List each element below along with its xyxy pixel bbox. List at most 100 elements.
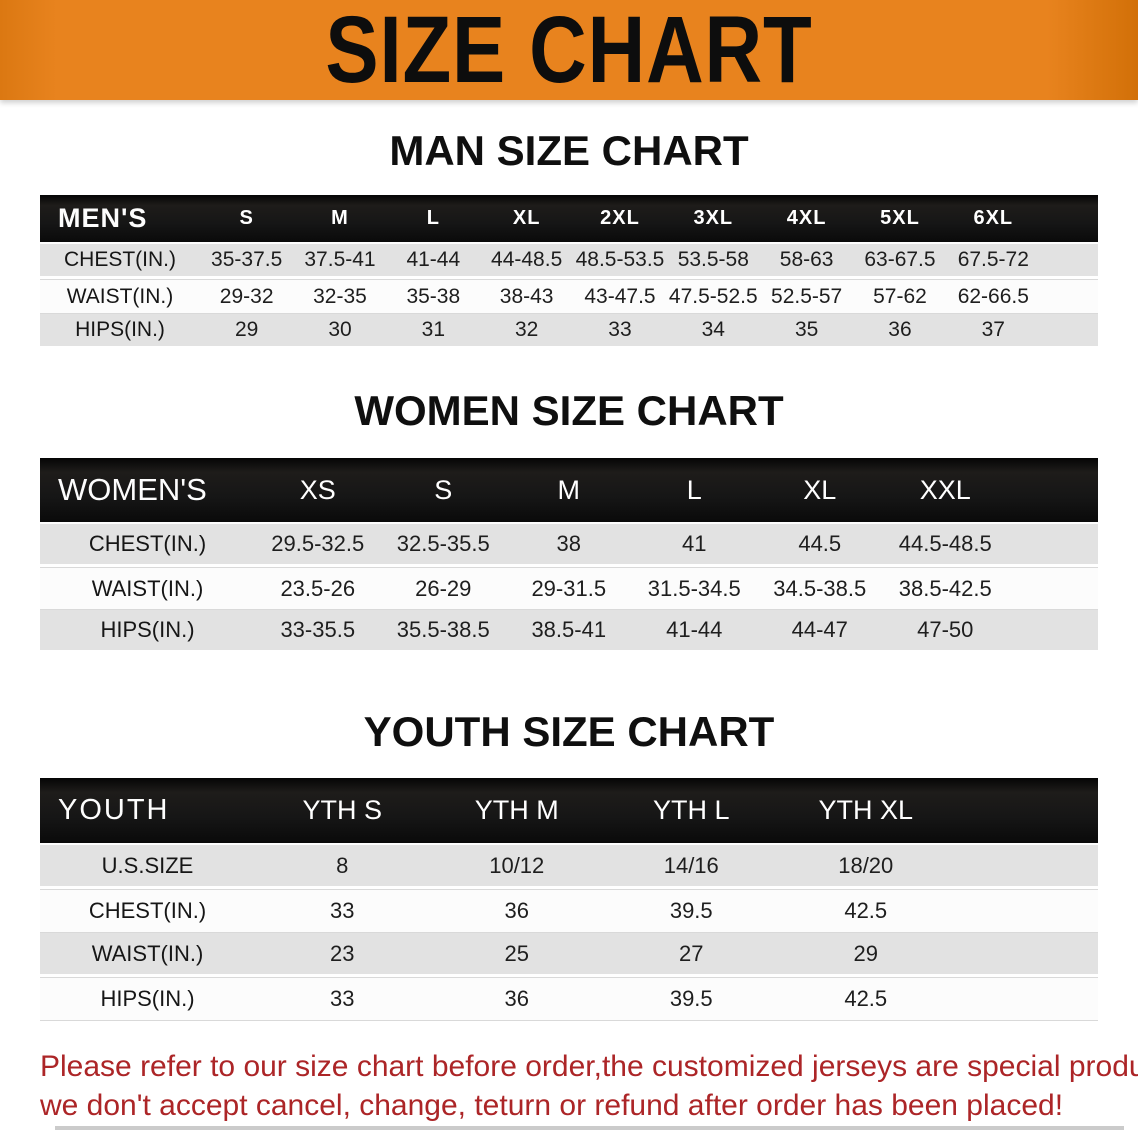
size-value: 14/16 xyxy=(604,845,779,889)
size-value: 44-47 xyxy=(757,610,883,653)
women-size-table: WOMEN'S XS S M L XL XXL CHEST(IN.) 29.5-32.5 32.5… xyxy=(40,458,1098,653)
size-value: 25 xyxy=(429,933,604,977)
size-value: 29-32 xyxy=(200,279,294,314)
table-row: CHEST(IN.) 29.5-32.5 32.5-35.5 38 41 44.5 44.5… xyxy=(40,524,1098,567)
disclaimer-note: Please refer to our size chart before or… xyxy=(40,1047,1138,1125)
youth-section: YOUTH SIZE CHART YOUTH YTH S YTH M YTH L YTH… xyxy=(0,708,1138,1021)
column-header: YTH L xyxy=(604,778,779,845)
size-value: 44.5-48.5 xyxy=(882,524,1008,567)
size-value: 47.5-52.5 xyxy=(666,279,760,314)
size-value: 33 xyxy=(255,977,430,1021)
disclaimer-line-1: Please refer to our size chart before or… xyxy=(40,1050,1138,1083)
column-header: 4XL xyxy=(759,195,854,244)
size-value: 32 xyxy=(479,314,574,349)
size-value: 36 xyxy=(853,314,947,349)
men-section: MAN SIZE CHART MEN'S S M L XL 2XL 3XL 4XL 5XL 6XL… xyxy=(0,127,1138,349)
table-row: WAIST(IN.) 23.5-26 26-29 29-31.5 31.5-34.5 34… xyxy=(40,567,1098,610)
table-row: HIPS(IN.) 29 30 31 32 33 34 35 36 37 xyxy=(40,314,1098,349)
spacer-cell xyxy=(1008,567,1098,610)
men-section-heading: MAN SIZE CHART xyxy=(389,127,749,174)
size-value: 10/12 xyxy=(429,845,604,889)
size-value: 23.5-26 xyxy=(255,567,381,610)
column-header: XS xyxy=(255,458,381,524)
spacer-cell xyxy=(1040,314,1098,349)
column-header: 5XL xyxy=(853,195,947,244)
size-value: 39.5 xyxy=(604,889,779,933)
spacer-cell xyxy=(1008,524,1098,567)
size-value: 18/20 xyxy=(778,845,953,889)
size-value: 41-44 xyxy=(386,244,480,279)
spacer-cell xyxy=(1008,458,1098,524)
spacer-cell xyxy=(953,889,1098,933)
youth-size-table: YOUTH YTH S YTH M YTH L YTH XL U.S.SIZE 8 10/12… xyxy=(40,778,1098,1021)
row-label: WAIST(IN.) xyxy=(40,567,255,610)
row-label: WAIST(IN.) xyxy=(40,933,255,977)
men-size-table: MEN'S S M L XL 2XL 3XL 4XL 5XL 6XL CHEST(IN.) 35-37… xyxy=(40,195,1098,349)
size-value: 34 xyxy=(666,314,760,349)
row-label: HIPS(IN.) xyxy=(40,314,200,349)
size-value: 8 xyxy=(255,845,430,889)
size-value: 31 xyxy=(386,314,480,349)
size-value: 38 xyxy=(506,524,632,567)
column-header: XXL xyxy=(882,458,1008,524)
size-value: 30 xyxy=(293,314,387,349)
size-value: 35-38 xyxy=(386,279,480,314)
column-header: M xyxy=(293,195,387,244)
size-value: 33 xyxy=(573,314,667,349)
table-row: CHEST(IN.) 35-37.5 37.5-41 41-44 44-48.5 48.5… xyxy=(40,244,1098,279)
bottom-divider xyxy=(55,1126,1124,1130)
size-value: 35 xyxy=(759,314,854,349)
column-header: 6XL xyxy=(946,195,1040,244)
column-header: L xyxy=(386,195,480,244)
size-value: 36 xyxy=(429,977,604,1021)
size-value: 42.5 xyxy=(778,977,953,1021)
size-value: 33-35.5 xyxy=(255,610,381,653)
youth-section-heading: YOUTH SIZE CHART xyxy=(363,708,775,755)
spacer-cell xyxy=(953,845,1098,889)
size-value: 33 xyxy=(255,889,430,933)
size-value: 47-50 xyxy=(882,610,1008,653)
corner-label: YOUTH xyxy=(40,778,255,845)
spacer-cell xyxy=(1008,610,1098,653)
table-row: HIPS(IN.) 33-35.5 35.5-38.5 38.5-41 41-44 44-… xyxy=(40,610,1098,653)
size-value: 42.5 xyxy=(778,889,953,933)
banner-title: SIZE CHART xyxy=(325,0,813,100)
size-value: 57-62 xyxy=(853,279,947,314)
size-value: 32.5-35.5 xyxy=(380,524,506,567)
size-value: 41 xyxy=(631,524,757,567)
spacer-cell xyxy=(1040,279,1098,314)
size-value: 58-63 xyxy=(759,244,854,279)
row-label: HIPS(IN.) xyxy=(40,610,255,653)
spacer-cell xyxy=(953,933,1098,977)
size-value: 39.5 xyxy=(604,977,779,1021)
size-value: 36 xyxy=(429,889,604,933)
column-header: L xyxy=(631,458,757,524)
size-value: 29 xyxy=(778,933,953,977)
column-header: YTH S xyxy=(255,778,430,845)
size-value: 29.5-32.5 xyxy=(255,524,381,567)
corner-label: MEN'S xyxy=(40,195,200,244)
table-row: HIPS(IN.) 33 36 39.5 42.5 xyxy=(40,977,1098,1021)
spacer-cell xyxy=(953,977,1098,1021)
size-value: 37 xyxy=(946,314,1040,349)
column-header: S xyxy=(380,458,506,524)
row-label: WAIST(IN.) xyxy=(40,279,200,314)
women-section-heading: WOMEN SIZE CHART xyxy=(354,387,784,434)
size-value: 63-67.5 xyxy=(853,244,947,279)
size-value: 44.5 xyxy=(757,524,883,567)
row-label: CHEST(IN.) xyxy=(40,889,255,933)
column-header: XL xyxy=(479,195,574,244)
size-value: 26-29 xyxy=(380,567,506,610)
size-value: 29-31.5 xyxy=(506,567,632,610)
row-label: U.S.SIZE xyxy=(40,845,255,889)
column-header: XL xyxy=(757,458,883,524)
table-row: WAIST(IN.) 29-32 32-35 35-38 38-43 43-47.5 47.… xyxy=(40,279,1098,314)
column-header: YTH M xyxy=(429,778,604,845)
size-value: 44-48.5 xyxy=(479,244,574,279)
women-section: WOMEN SIZE CHART WOMEN'S XS S M L XL XXL CHEST(… xyxy=(0,387,1138,653)
size-value: 27 xyxy=(604,933,779,977)
corner-label: WOMEN'S xyxy=(40,458,255,524)
size-value: 31.5-34.5 xyxy=(631,567,757,610)
row-label: HIPS(IN.) xyxy=(40,977,255,1021)
column-header: M xyxy=(506,458,632,524)
